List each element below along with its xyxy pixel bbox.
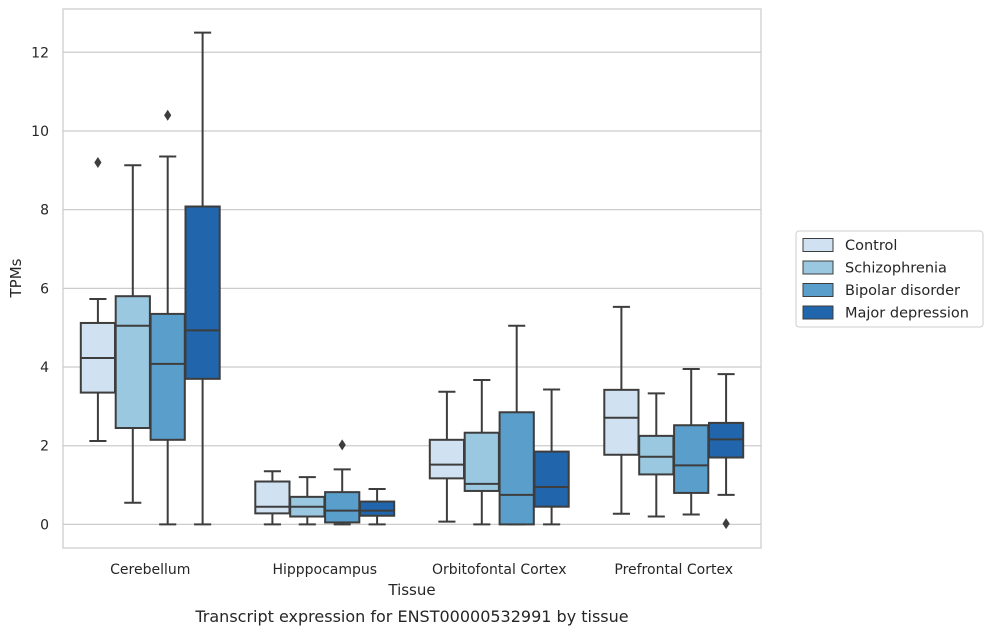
box-control xyxy=(428,390,466,523)
box-body xyxy=(533,450,570,508)
y-tick-label: 8 xyxy=(40,203,49,219)
box-body xyxy=(254,480,291,515)
y-tick-labels: 0 2 4 6 8 10 12 xyxy=(31,45,49,533)
box-bipolar-disorder xyxy=(324,439,361,526)
legend-frame xyxy=(795,230,984,328)
box-body xyxy=(149,312,186,441)
y-tick-label: 10 xyxy=(31,124,49,140)
x-tick-label: Prefrontal Cortex xyxy=(614,562,733,578)
box-bipolar-disorder xyxy=(498,324,535,526)
box-major-depression xyxy=(533,388,570,526)
legend-swatch xyxy=(802,238,834,252)
chart-caption: Transcript expression for ENST0000053299… xyxy=(194,607,628,626)
outlier-point xyxy=(164,109,172,121)
outlier-point xyxy=(94,156,102,168)
outlier-point xyxy=(722,518,730,530)
y-tick-label: 6 xyxy=(40,281,49,297)
box-body xyxy=(324,491,361,524)
box-schizophrenia xyxy=(114,164,151,504)
box-body xyxy=(428,438,466,480)
outlier-point xyxy=(338,439,346,451)
legend-swatch xyxy=(802,260,834,275)
box-control xyxy=(603,305,640,515)
plot-frame xyxy=(62,8,762,549)
y-tick-label: 4 xyxy=(40,360,49,376)
box-body xyxy=(358,500,396,517)
box-series xyxy=(79,31,745,530)
legend-swatch xyxy=(802,283,834,297)
box-major-depression xyxy=(358,487,396,526)
box-major-depression xyxy=(184,31,221,526)
box-body xyxy=(463,431,500,492)
box-body xyxy=(673,424,710,494)
legend-label: Major depression xyxy=(845,306,969,322)
box-body xyxy=(498,411,535,526)
legend-label: Bipolar disorder xyxy=(845,283,960,299)
box-body xyxy=(603,388,640,456)
box-major-depression xyxy=(707,373,745,530)
y-tick-label: 0 xyxy=(40,517,49,533)
legend-label: Control xyxy=(845,238,897,254)
x-axis-label: Tissue xyxy=(387,581,435,599)
box-schizophrenia xyxy=(638,392,675,518)
x-tick-labels: Cerebellum Hipppocampus Orbitofontal Corte… xyxy=(110,562,733,578)
x-tick-label: Cerebellum xyxy=(110,562,190,578)
x-tick-label: Hipppocampus xyxy=(272,562,377,578)
legend-label: Schizophrenia xyxy=(845,261,947,277)
box-bipolar-disorder xyxy=(673,367,710,516)
y-axis-label: TPMs xyxy=(7,258,25,298)
box-body xyxy=(184,205,221,380)
y-tick-label: 12 xyxy=(31,45,49,61)
box-body xyxy=(114,295,151,430)
box-body xyxy=(638,434,675,476)
y-tick-label: 2 xyxy=(40,439,49,455)
legend: Control Schizophrenia Bipolar disorder Majo… xyxy=(795,230,984,328)
legend-swatch xyxy=(802,305,834,320)
x-tick-label: Orbitofontal Cortex xyxy=(432,562,567,578)
